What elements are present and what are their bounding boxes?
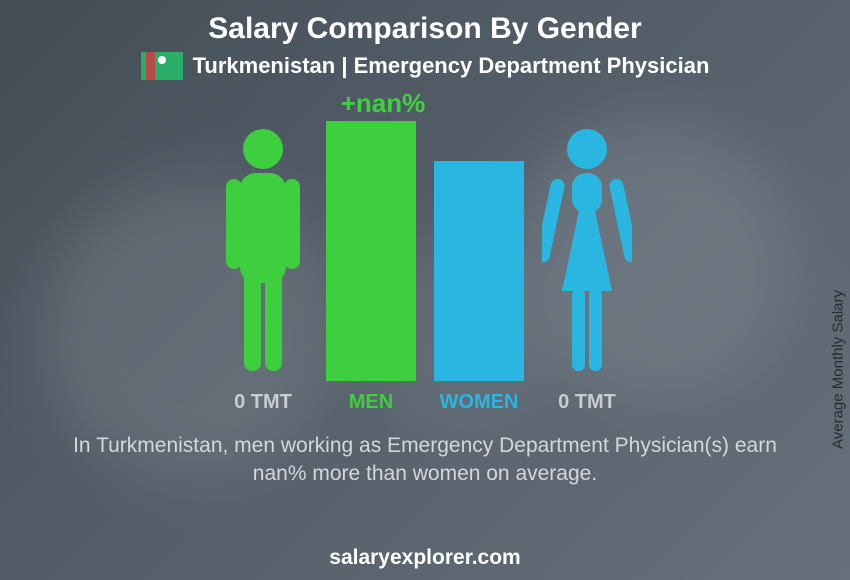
women-value-label: 0 TMT — [558, 391, 616, 414]
men-bar-column: MEN — [326, 121, 416, 414]
women-category-label: WOMEN — [440, 391, 519, 414]
men-bar — [326, 121, 416, 381]
percent-difference-label: +nan% — [0, 88, 808, 119]
men-category-label: MEN — [349, 391, 393, 414]
men-figure-column: 0 TMT — [218, 121, 308, 414]
women-bar-column: WOMEN — [434, 161, 524, 414]
subtitle-text: Turkmenistan | Emergency Department Phys… — [193, 53, 710, 79]
woman-icon — [542, 121, 632, 381]
man-icon — [218, 121, 308, 381]
site-attribution: salaryexplorer.com — [0, 546, 850, 570]
subtitle-row: Turkmenistan | Emergency Department Phys… — [141, 52, 710, 80]
description-text: In Turkmenistan, men working as Emergenc… — [65, 432, 785, 489]
gender-bar-chart: 0 TMT MEN WOMEN 0 TMT — [218, 121, 632, 414]
turkmenistan-flag-icon — [141, 52, 183, 80]
men-value-label: 0 TMT — [234, 391, 292, 414]
page-title: Salary Comparison By Gender — [208, 12, 641, 46]
y-axis-label: Average Monthly Salary — [830, 290, 847, 449]
infographic-content: Salary Comparison By Gender Turkmenistan… — [0, 0, 850, 580]
women-figure-column: 0 TMT — [542, 121, 632, 414]
women-bar — [434, 161, 524, 381]
